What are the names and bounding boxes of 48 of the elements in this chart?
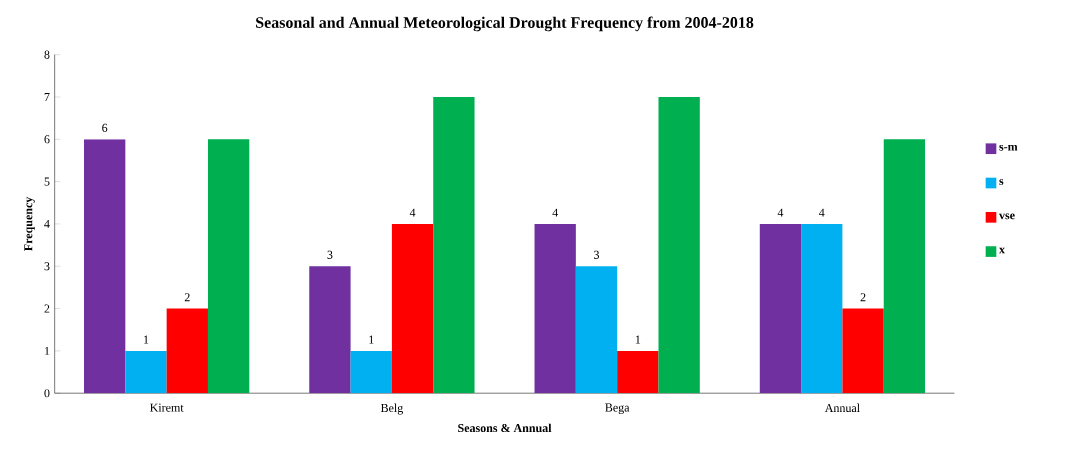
y-tick-label: 7 — [44, 93, 50, 101]
bar — [658, 97, 700, 394]
bar — [309, 266, 351, 394]
bar — [84, 139, 126, 394]
data-label: 4 — [777, 208, 784, 217]
bar — [801, 224, 843, 394]
bar — [166, 308, 208, 394]
legend-label: s-m — [999, 144, 1018, 151]
bar — [759, 224, 802, 394]
y-tick-label: 6 — [44, 135, 50, 144]
bar — [207, 139, 250, 394]
legend-label: vse — [999, 213, 1015, 220]
y-tick-label: 8 — [44, 50, 50, 59]
chart-title: Seasonal and Annual Meteorological Drought Frequency from 2004-2018 — [256, 16, 754, 32]
data-label: 4 — [819, 208, 825, 217]
y-tick-label: 5 — [44, 177, 50, 186]
bar — [534, 224, 576, 394]
data-label: 2 — [860, 293, 866, 302]
bar — [391, 224, 434, 394]
x-tick-label: Annual — [824, 403, 860, 413]
y-tick-label: 3 — [44, 262, 50, 271]
x-tick-label: Kiremt — [150, 403, 184, 412]
y-tick-label: 0 — [44, 389, 50, 398]
bar — [125, 350, 167, 394]
data-label: 3 — [327, 250, 333, 259]
y-tick-label: 4 — [44, 220, 50, 228]
data-label: 6 — [102, 123, 108, 132]
data-label: 1 — [369, 335, 374, 344]
legend-label: x — [999, 247, 1005, 254]
bar — [433, 97, 475, 394]
data-label: 4 — [552, 208, 558, 217]
y-axis-title: Frequency — [24, 196, 35, 251]
x-axis-title: Seasons & Annual — [458, 423, 552, 433]
data-label: 1 — [144, 335, 149, 344]
legend-label: s — [999, 179, 1004, 186]
x-tick-label: Bega — [605, 403, 630, 415]
data-label: 3 — [594, 250, 600, 259]
bar — [617, 350, 659, 394]
x-tick-label: Belg — [380, 403, 404, 415]
bar — [883, 139, 926, 394]
y-tick-label: 2 — [44, 304, 50, 313]
data-label: 4 — [409, 208, 416, 217]
data-label: 2 — [184, 293, 190, 302]
bar — [350, 350, 392, 394]
bar — [842, 308, 884, 394]
y-tick-label: 1 — [45, 346, 50, 355]
bar — [575, 266, 618, 394]
data-label: 1 — [635, 335, 641, 344]
